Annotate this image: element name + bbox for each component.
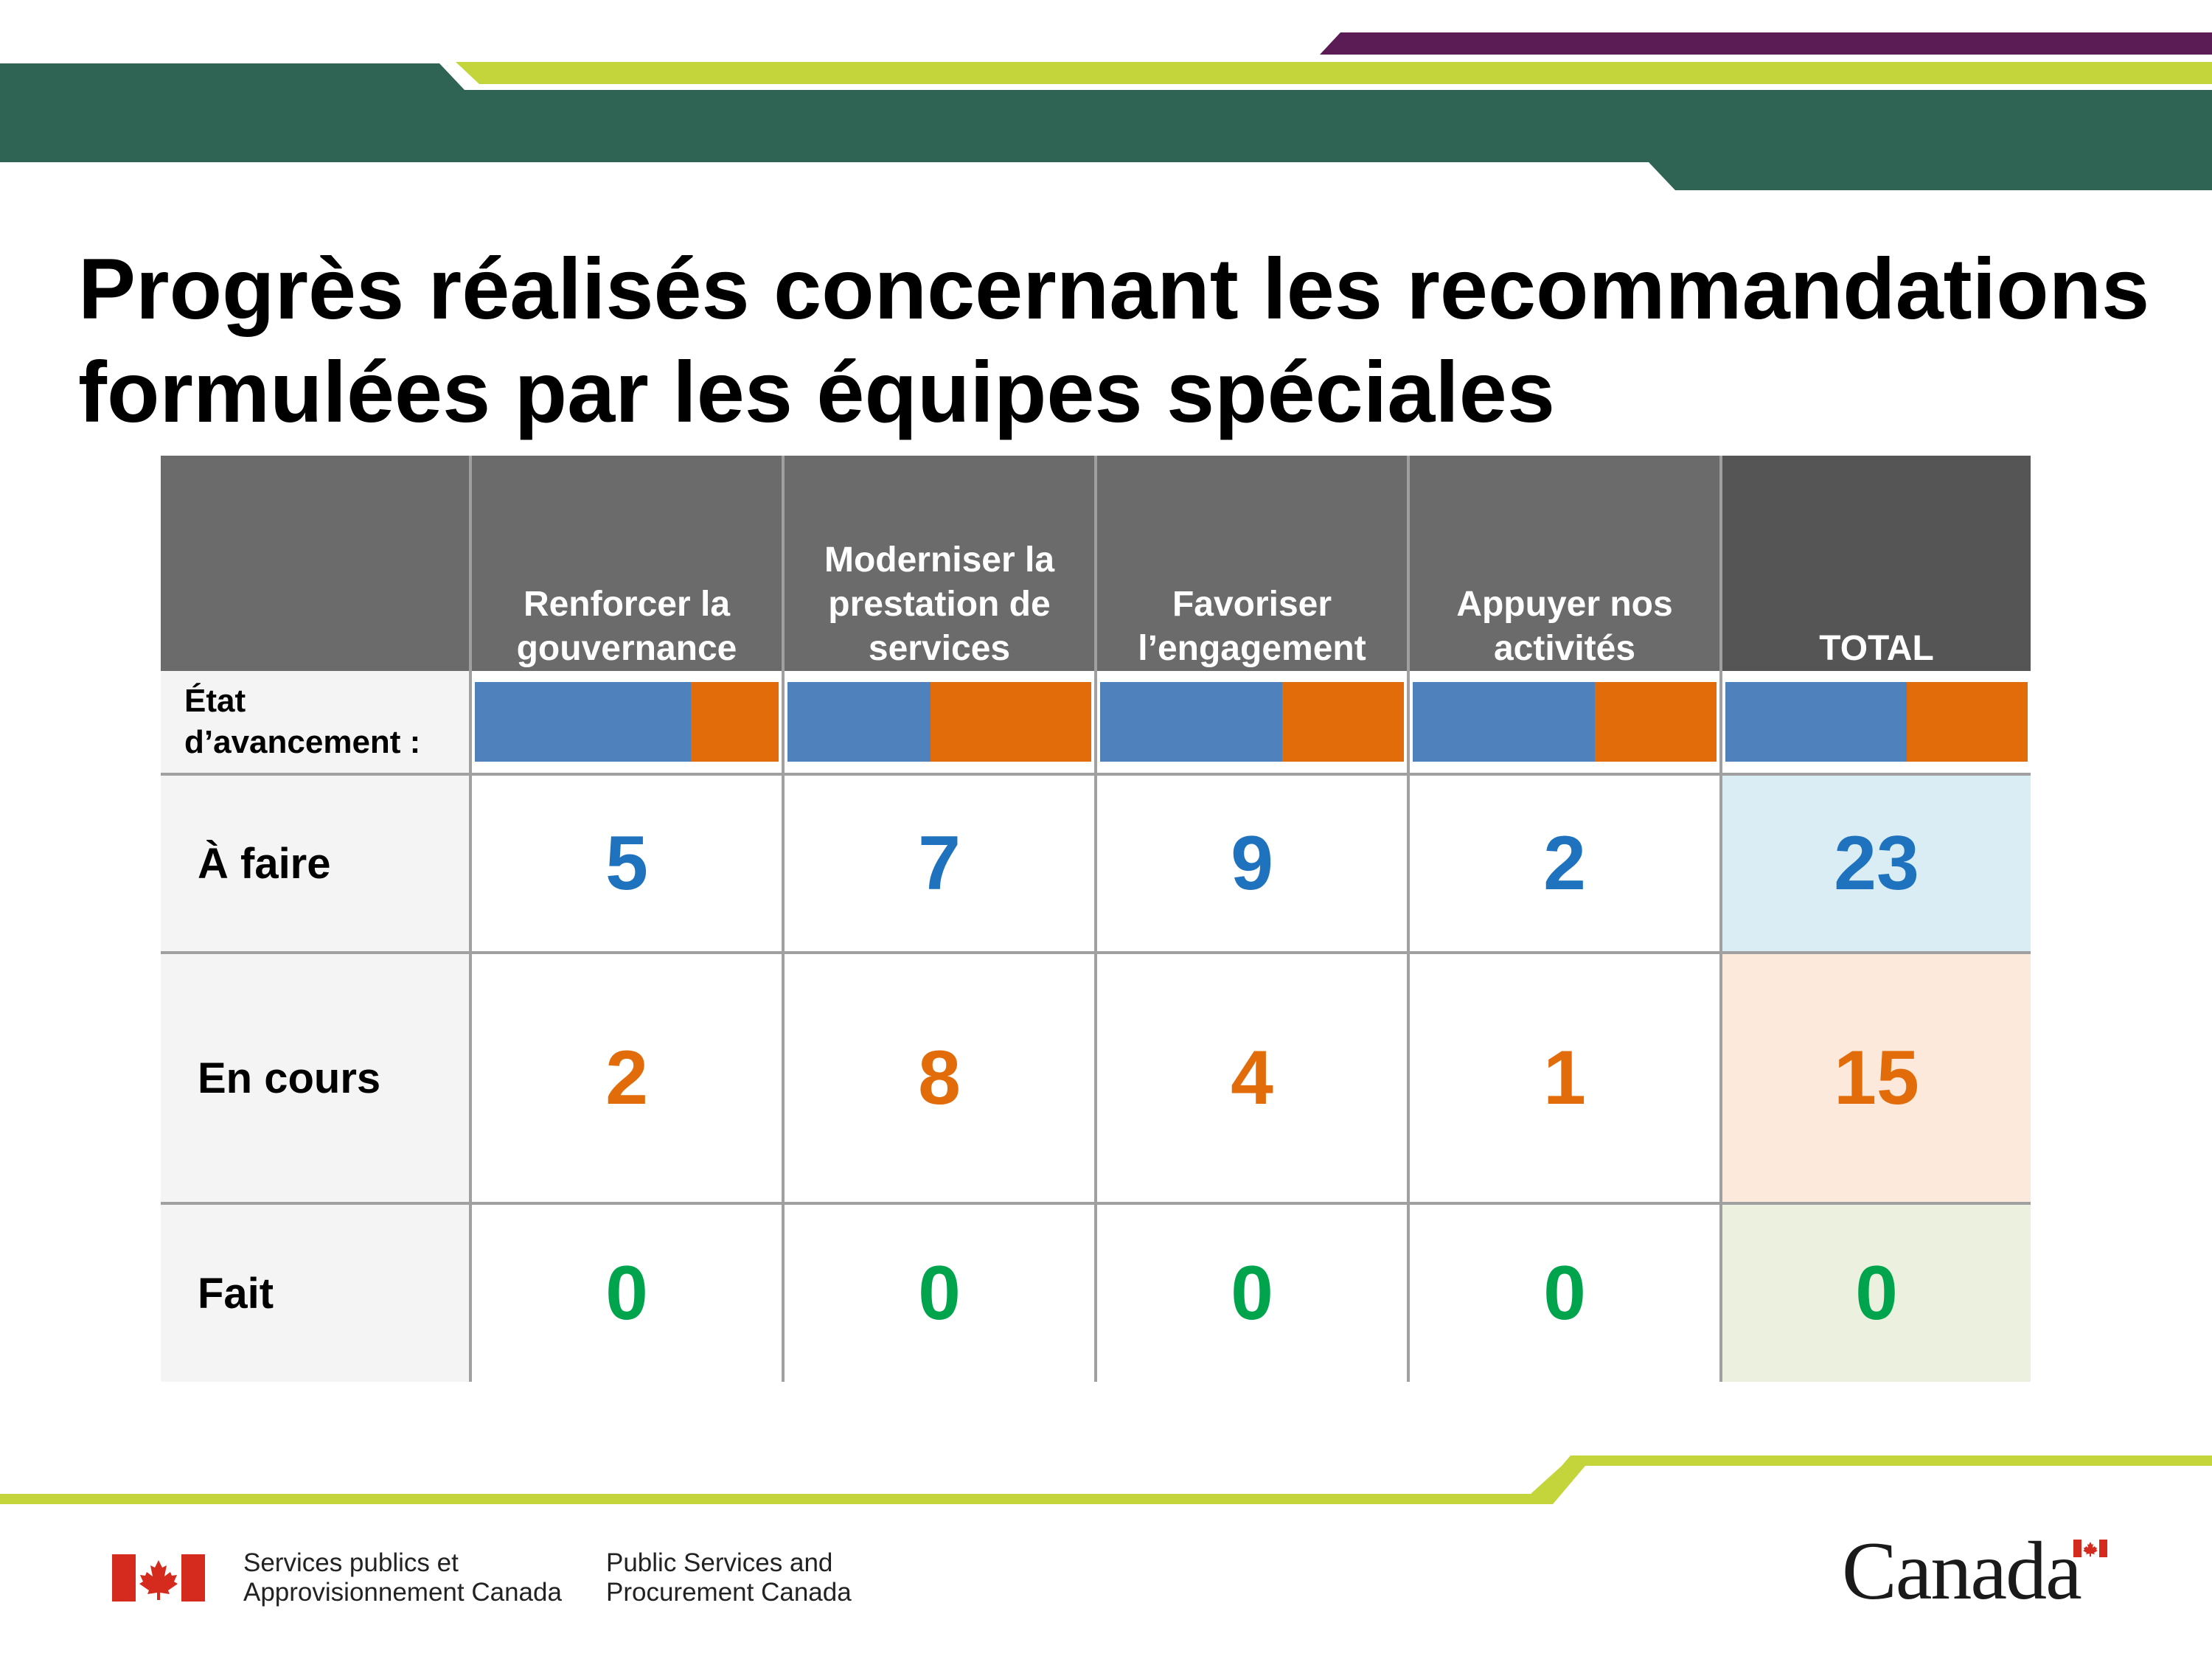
status-row: État d’avancement : [161,671,2031,776]
status-bar-blue-segment [1413,682,1596,762]
row-label: En cours [161,953,472,1205]
department-fr-line2: Approvisionnement Canada [243,1578,562,1607]
status-bar-orange-segment [1907,682,2028,762]
table-cell-total: 15 [1721,953,2031,1205]
status-cell [470,671,785,776]
status-bar [1100,682,1404,762]
table-row-en-cours: En cours 2 8 4 1 15 [161,953,2031,1205]
table-cell: 1 [1408,953,1722,1205]
column-header-prestation: Moderniser la prestation de services [783,456,1097,671]
department-fr-line1: Services publics et [243,1548,459,1577]
header-banner [0,32,2212,190]
status-bar [1725,682,2028,762]
status-bar-orange-segment [1282,682,1404,762]
status-bar-orange-segment [930,682,1091,762]
status-bar-blue-segment [1100,682,1283,762]
status-bar [787,682,1091,762]
status-bar-blue-segment [475,682,691,762]
footer-stripe [0,1455,2212,1504]
header-blank-cell [161,456,472,671]
wordmark-text: Canada [1842,1526,2082,1617]
table-cell-total: 23 [1721,774,2031,954]
table-cell: 0 [783,1203,1097,1382]
table-cell-total: 0 [1721,1203,2031,1382]
column-header-activites: Appuyer nos activités [1408,456,1722,671]
status-cell-total [1721,671,2031,776]
status-bar-orange-segment [1595,682,1717,762]
table-cell: 2 [470,953,785,1205]
canada-flag-icon [112,1554,205,1601]
department-name-fr: Services publics et Approvisionnement Ca… [243,1548,562,1607]
banner-purple-stripe [1320,32,2212,55]
column-header-engagement: Favoriser l’engagement [1096,456,1410,671]
table-row-fait: Fait 0 0 0 0 0 [161,1203,2031,1382]
department-en-line1: Public Services and [606,1548,833,1577]
wordmark-flag-icon [2073,1540,2107,1557]
table-cell: 7 [783,774,1097,954]
table-cell: 8 [783,953,1097,1205]
column-header-gouvernance: Renforcer la gouvernance [470,456,785,671]
department-en-line2: Procurement Canada [606,1578,852,1607]
status-cell [1408,671,1722,776]
table-cell: 0 [1408,1203,1722,1382]
table-cell: 5 [470,774,785,954]
department-name-en: Public Services and Procurement Canada [606,1548,852,1607]
column-header-total: TOTAL [1721,456,2031,671]
row-label: À faire [161,774,472,954]
canada-wordmark: Canada [1842,1523,2122,1619]
status-label: État d’avancement : [161,671,472,776]
page-title: Progrès réalisés concernant les recomman… [78,240,2150,440]
status-cell [783,671,1097,776]
status-bar-orange-segment [690,682,779,762]
status-cell [1096,671,1410,776]
table-cell: 9 [1096,774,1410,954]
progress-table: Renforcer la gouvernance Moderniser la p… [161,456,2031,1382]
banner-lime-stripe [456,62,2212,84]
table-cell: 4 [1096,953,1410,1205]
row-label: Fait [161,1203,472,1382]
status-bar-blue-segment [1725,682,1907,762]
status-bar-blue-segment [787,682,931,762]
table-cell: 2 [1408,774,1722,954]
table-header-row: Renforcer la gouvernance Moderniser la p… [161,456,2031,671]
status-bar [475,682,779,762]
table-cell: 0 [1096,1203,1410,1382]
table-cell: 0 [470,1203,785,1382]
banner-green-band [0,63,2212,190]
status-bar [1413,682,1717,762]
table-row-a-faire: À faire 5 7 9 2 23 [161,774,2031,954]
